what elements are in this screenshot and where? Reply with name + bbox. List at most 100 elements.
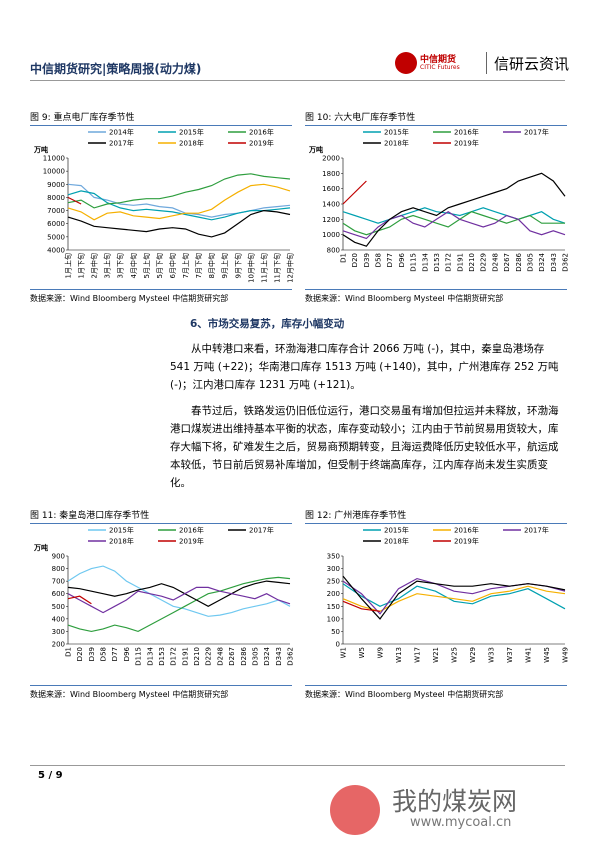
legend-label: 2017年 [524,128,549,137]
x-tick-label: D172 [170,647,178,666]
chart: 万吨 200 300 400 500 600 700 800 900 D1 D20 D39 D58 D77… [33,526,295,666]
y-tick-label: 700 [52,578,65,586]
y-tick-label: 10000 [43,168,65,176]
y-tick-label: 4000 [47,247,65,255]
x-tick-label: W37 [506,647,514,663]
y-tick-label: 150 [327,603,340,611]
x-tick-label: 11月下旬 [272,253,281,283]
legend-label: 2016年 [249,128,274,137]
x-tick-label: 1月下旬 [77,253,86,278]
y-axis-label: 万吨 [33,543,48,552]
x-tick-label: 10月中旬 [246,253,255,283]
y-tick-label: 1200 [322,216,340,224]
figure-caption: 图 10: 六大电厂库存季节性 [305,110,567,126]
x-tick-label: 11月上旬 [259,253,268,283]
x-tick-label: D153 [433,253,441,272]
x-tick-label: D96 [398,252,406,267]
x-tick-label: W45 [543,647,551,663]
series-line [67,595,92,605]
x-tick-label: D324 [538,252,546,271]
x-tick-label: D20 [351,253,359,267]
x-tick-label: D248 [491,253,499,272]
legend-label: 2019年 [179,537,204,546]
x-tick-label: D305 [251,647,259,666]
x-tick-label: W5 [358,647,366,658]
x-tick-label: 6月中旬 [168,253,177,278]
figure-caption: 图 11: 秦皇岛港口库存季节性 [30,508,292,524]
x-tick-label: 4月中旬 [129,253,138,278]
series-line [67,586,291,614]
x-tick-label: 8月中旬 [207,253,216,278]
x-tick-label: D115 [135,647,143,666]
y-tick-label: 300 [327,565,340,573]
x-tick-label: D77 [111,647,119,661]
series-line [67,183,291,221]
x-tick-label: D362 [287,647,295,666]
x-tick-label: D305 [526,253,534,272]
y-tick-label: 1400 [322,201,340,209]
x-tick-label: D210 [468,253,476,272]
y-tick-label: 200 [52,641,65,649]
watermark-url: www.mycoal.cn [410,815,512,830]
x-tick-label: W1 [340,647,348,658]
series-line [67,196,82,205]
figure-source: 数据来源：Wind Bloomberg Mysteel 中信期货研究部 [305,289,567,304]
y-axis-label: 万吨 [308,145,323,154]
x-tick-label: D248 [216,647,224,666]
y-tick-label: 200 [327,590,340,598]
x-tick-label: 7月下旬 [194,253,203,278]
legend-label: 2015年 [384,128,409,137]
legend-label: 2018年 [384,537,409,546]
watermark: 我的煤炭网 [392,787,518,816]
x-tick-label: 3月上旬 [103,253,112,278]
y-tick-label: 11000 [43,155,65,163]
legend-label: 2018年 [179,139,204,148]
x-tick-label: D115 [410,253,418,272]
y-tick-label: 1000 [322,231,340,239]
x-tick-label: W25 [451,647,459,663]
x-tick-label: D153 [158,647,166,666]
series-line [67,580,291,607]
section-title: 6、市场交易复苏，库存小幅变动 [190,318,345,330]
x-tick-label: D58 [100,647,108,661]
y-tick-label: 8000 [47,194,65,202]
legend-label: 2019年 [454,537,479,546]
x-tick-label: D39 [88,647,96,661]
series-line [342,180,367,205]
logo-icon [395,52,417,74]
x-tick-label: D324 [263,646,271,665]
y-tick-label: 900 [52,553,65,561]
x-tick-label: D210 [193,647,201,666]
brand: 信研云资讯 [494,55,570,73]
x-tick-label: D1 [340,253,348,263]
y-tick-label: 500 [52,603,65,611]
x-tick-label: W21 [432,647,440,663]
paragraph: 从中转港口来看，环渤海港口库存合计 2066 万吨 (-)，其中，秦皇岛港场存 … [170,343,559,391]
series-line [342,210,566,240]
x-tick-label: D343 [550,253,558,272]
x-tick-label: D172 [445,253,453,272]
y-tick-label: 5000 [47,233,65,241]
x-tick-label: D58 [375,253,383,267]
legend-label: 2017年 [109,139,134,148]
page-number: 5 / 9 [38,770,63,781]
legend-label: 2017年 [524,526,549,535]
x-tick-label: D286 [240,646,248,665]
x-tick-label: W17 [414,647,422,663]
x-tick-label: W13 [395,647,403,663]
x-tick-label: D96 [123,646,131,661]
y-tick-label: 2000 [322,155,340,163]
y-tick-label: 400 [52,615,65,623]
y-tick-label: 1600 [322,185,340,193]
x-tick-label: 9月上旬 [220,253,229,278]
x-tick-label: D39 [363,253,371,267]
legend-label: 2015年 [109,526,134,535]
figure-caption: 图 9: 重点电厂库存季节性 [30,110,292,126]
chart: 0 50 100 150 200 250 300 350 W1 W5 W9 W13 W17 W21 W25 W… [327,526,570,663]
legend-label: 2018年 [384,139,409,148]
chart: 万吨 4000 5000 6000 7000 8000 9000 10000 11000 1月上旬… [33,128,295,283]
x-tick-label: W33 [488,647,496,663]
x-tick-label: D1 [65,647,73,657]
y-tick-label: 100 [327,615,340,623]
footer-rule [30,765,565,766]
